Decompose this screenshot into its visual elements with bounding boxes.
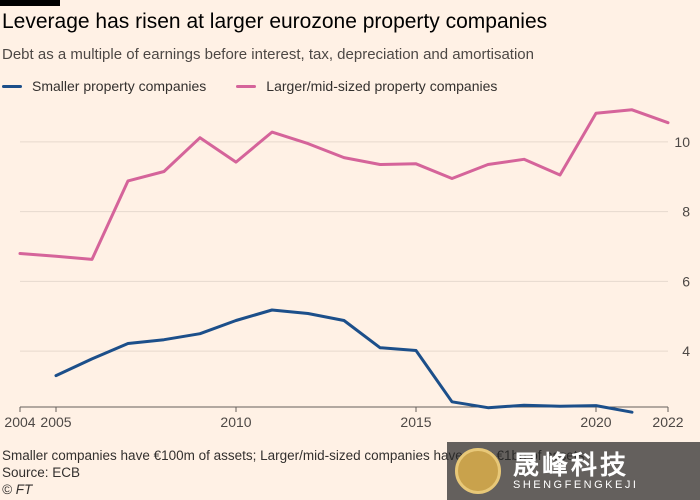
brand-bar [0, 0, 60, 6]
y-tick-label: 10 [674, 134, 690, 150]
legend-label-smaller: Smaller property companies [32, 78, 207, 94]
legend-item-larger: Larger/mid-sized property companies [236, 78, 497, 94]
legend-label-larger: Larger/mid-sized property companies [266, 78, 498, 94]
source-note: Source: ECB [2, 465, 81, 480]
y-tick-label: 8 [682, 204, 690, 220]
x-tick-label: 2022 [652, 414, 683, 430]
legend-swatch-larger [236, 84, 257, 88]
legend-swatch-smaller [2, 84, 22, 88]
x-tick-label: 2015 [400, 414, 431, 430]
series-line-larger [18, 108, 670, 261]
watermark-cn: 晟峰科技 [513, 450, 630, 480]
chart-title: Leverage has risen at larger eurozone pr… [2, 10, 548, 33]
footnote: Smaller companies have €100m of assets; … [2, 448, 585, 463]
x-tick-label: 2004 [4, 414, 35, 430]
x-tick-label: 2010 [220, 414, 251, 430]
watermark-text: 晟峰科技 SHENGFENGKEJI [513, 451, 638, 491]
chart-subtitle: Debt as a multiple of earnings before in… [2, 46, 534, 63]
legend: Smaller property companies Larger/mid-si… [2, 78, 497, 94]
y-tick-label: 6 [682, 273, 690, 289]
ft-credit: © FT [2, 482, 33, 497]
x-tick-label: 2020 [580, 414, 611, 430]
watermark-overlay: 晟峰科技 SHENGFENGKEJI [447, 442, 700, 500]
series-line-smaller [54, 308, 634, 414]
watermark-en: SHENGFENGKEJI [513, 479, 639, 491]
y-tick-label: 4 [682, 343, 690, 359]
watermark-logo-icon [455, 448, 501, 494]
x-tick-label: 2005 [40, 414, 71, 430]
legend-item-smaller: Smaller property companies [2, 78, 206, 94]
